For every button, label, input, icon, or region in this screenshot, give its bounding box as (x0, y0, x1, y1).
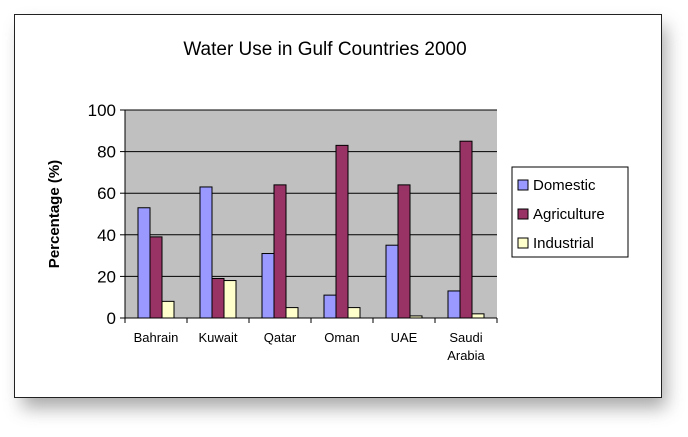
bar-domestic-qatar (261, 253, 275, 319)
bar-agriculture-uae (397, 184, 411, 319)
bar-industrial-kuwait (223, 280, 237, 319)
bar-domestic-oman (323, 294, 337, 319)
chart-title: Water Use in Gulf Countries 2000 (183, 39, 466, 60)
legend-box (511, 166, 629, 258)
plot-background (125, 110, 497, 318)
bar-domestic-kuwait (199, 186, 213, 319)
y-tick-label: 60 (97, 184, 116, 203)
legend-label-agriculture: Agriculture (533, 206, 605, 223)
bar-industrial-bahrain (161, 300, 175, 319)
bar-domestic-bahrain (137, 207, 151, 319)
legend-label-domestic: Domestic (533, 177, 596, 194)
plot-area: 0 20 40 60 80 100 Bahrain Kuwait Qatar Oman UAE Sau… (88, 101, 498, 363)
bar-agriculture-qatar (273, 184, 287, 319)
y-tick-label: 80 (97, 143, 116, 162)
legend: Domestic Agriculture Industrial (511, 166, 629, 258)
x-tick-label: Bahrain (134, 330, 179, 345)
x-tick-label: Kuwait (198, 330, 237, 345)
bar-agriculture-bahrain (149, 236, 163, 319)
bar-domestic-saudi-arabia (447, 290, 461, 319)
bar-domestic-uae (385, 244, 399, 319)
legend-swatch-industrial (517, 237, 529, 249)
bar-agriculture-kuwait (211, 277, 225, 319)
bar-industrial-oman (347, 307, 361, 319)
legend-swatch-agriculture (517, 208, 529, 220)
bar-industrial-saudi-arabia (471, 313, 485, 319)
bar-agriculture-saudi-arabia (459, 140, 473, 319)
bar-industrial-qatar (285, 307, 299, 319)
x-tick-label: Saudi Arabia (447, 330, 485, 363)
legend-label-industrial: Industrial (533, 235, 594, 252)
y-tick-label: 100 (88, 101, 116, 120)
x-tick-label: Qatar (264, 330, 297, 345)
bar-agriculture-oman (335, 144, 349, 319)
y-axis-label: Percentage (%) (46, 160, 63, 268)
legend-swatch-domestic (517, 179, 529, 191)
x-tick-label: UAE (391, 330, 418, 345)
y-tick-label: 0 (107, 309, 116, 328)
y-tick-label: 20 (97, 267, 116, 286)
y-tick-label: 40 (97, 226, 116, 245)
x-tick-label: Oman (324, 330, 359, 345)
